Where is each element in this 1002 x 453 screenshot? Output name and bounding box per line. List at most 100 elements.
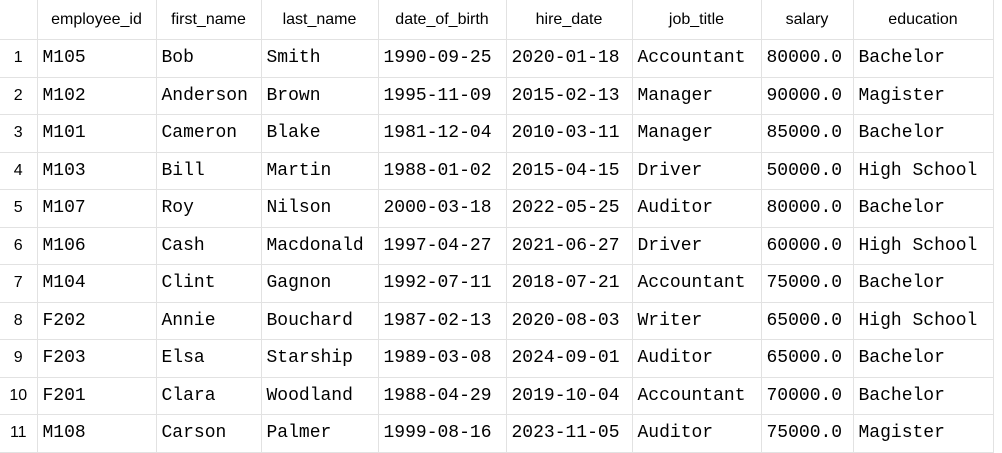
cell-education[interactable]: Bachelor (853, 339, 994, 378)
row-number[interactable]: 9 (0, 339, 38, 378)
cell-date-of-birth[interactable]: 1999-08-16 (378, 414, 507, 453)
cell-last-name[interactable]: Bouchard (261, 302, 379, 340)
table-row[interactable]: 4 M103 Bill Martin 1988-01-02 2015-04-15 Drive… (0, 152, 994, 190)
cell-education[interactable]: High School (853, 152, 994, 190)
table-row[interactable]: 3 M101 Cameron Blake 1981-12-04 2010-03-11 Man… (0, 114, 994, 153)
cell-employee-id[interactable]: M107 (37, 189, 157, 228)
cell-salary[interactable]: 65000.0 (761, 339, 854, 378)
cell-hire-date[interactable]: 2020-01-18 (506, 39, 633, 78)
cell-job-title[interactable]: Manager (632, 114, 762, 153)
column-header-salary[interactable]: salary (761, 0, 854, 40)
cell-job-title[interactable]: Accountant (632, 377, 762, 415)
cell-hire-date[interactable]: 2010-03-11 (506, 114, 633, 153)
row-number[interactable]: 1 (0, 39, 38, 78)
cell-employee-id[interactable]: M101 (37, 114, 157, 153)
table-row[interactable]: 7 M104 Clint Gagnon 1992-07-11 2018-07-21 Acco… (0, 264, 994, 303)
cell-job-title[interactable]: Accountant (632, 39, 762, 78)
cell-hire-date[interactable]: 2019-10-04 (506, 377, 633, 415)
cell-date-of-birth[interactable]: 2000-03-18 (378, 189, 507, 228)
cell-last-name[interactable]: Palmer (261, 414, 379, 453)
table-row[interactable]: 10 F201 Clara Woodland 1988-04-29 2019-10-04 A… (0, 377, 994, 415)
table-row[interactable]: 11 M108 Carson Palmer 1999-08-16 2023-11-05 Au… (0, 414, 994, 453)
cell-date-of-birth[interactable]: 1981-12-04 (378, 114, 507, 153)
cell-employee-id[interactable]: M103 (37, 152, 157, 190)
row-number[interactable]: 7 (0, 264, 38, 303)
cell-last-name[interactable]: Brown (261, 77, 379, 115)
cell-date-of-birth[interactable]: 1987-02-13 (378, 302, 507, 340)
cell-employee-id[interactable]: M105 (37, 39, 157, 78)
cell-last-name[interactable]: Nilson (261, 189, 379, 228)
cell-salary[interactable]: 90000.0 (761, 77, 854, 115)
cell-job-title[interactable]: Auditor (632, 189, 762, 228)
cell-hire-date[interactable]: 2020-08-03 (506, 302, 633, 340)
cell-date-of-birth[interactable]: 1992-07-11 (378, 264, 507, 303)
cell-last-name[interactable]: Macdonald (261, 227, 379, 265)
cell-salary[interactable]: 85000.0 (761, 114, 854, 153)
cell-hire-date[interactable]: 2024-09-01 (506, 339, 633, 378)
cell-salary[interactable]: 60000.0 (761, 227, 854, 265)
cell-first-name[interactable]: Cash (156, 227, 262, 265)
column-header-job-title[interactable]: job_title (632, 0, 762, 40)
cell-first-name[interactable]: Elsa (156, 339, 262, 378)
row-number[interactable]: 3 (0, 114, 38, 153)
cell-last-name[interactable]: Blake (261, 114, 379, 153)
cell-first-name[interactable]: Bill (156, 152, 262, 190)
cell-date-of-birth[interactable]: 1990-09-25 (378, 39, 507, 78)
cell-last-name[interactable]: Starship (261, 339, 379, 378)
cell-hire-date[interactable]: 2018-07-21 (506, 264, 633, 303)
cell-employee-id[interactable]: F201 (37, 377, 157, 415)
cell-date-of-birth[interactable]: 1995-11-09 (378, 77, 507, 115)
cell-last-name[interactable]: Gagnon (261, 264, 379, 303)
cell-employee-id[interactable]: M108 (37, 414, 157, 453)
cell-last-name[interactable]: Martin (261, 152, 379, 190)
row-number[interactable]: 11 (0, 414, 38, 453)
column-header-education[interactable]: education (853, 0, 994, 40)
column-header-hire-date[interactable]: hire_date (506, 0, 633, 40)
cell-education[interactable]: High School (853, 302, 994, 340)
row-number[interactable]: 6 (0, 227, 38, 265)
cell-education[interactable]: High School (853, 227, 994, 265)
cell-education[interactable]: Bachelor (853, 39, 994, 78)
table-row[interactable]: 5 M107 Roy Nilson 2000-03-18 2022-05-25 Audito… (0, 189, 994, 228)
cell-hire-date[interactable]: 2015-04-15 (506, 152, 633, 190)
cell-salary[interactable]: 80000.0 (761, 189, 854, 228)
column-header-date-of-birth[interactable]: date_of_birth (378, 0, 507, 40)
cell-job-title[interactable]: Auditor (632, 339, 762, 378)
cell-job-title[interactable]: Writer (632, 302, 762, 340)
cell-employee-id[interactable]: M106 (37, 227, 157, 265)
cell-date-of-birth[interactable]: 1988-01-02 (378, 152, 507, 190)
cell-employee-id[interactable]: F202 (37, 302, 157, 340)
cell-hire-date[interactable]: 2015-02-13 (506, 77, 633, 115)
table-row[interactable]: 8 F202 Annie Bouchard 1987-02-13 2020-08-03 Wr… (0, 302, 994, 340)
cell-salary[interactable]: 50000.0 (761, 152, 854, 190)
cell-first-name[interactable]: Bob (156, 39, 262, 78)
cell-first-name[interactable]: Cameron (156, 114, 262, 153)
cell-education[interactable]: Bachelor (853, 377, 994, 415)
cell-first-name[interactable]: Annie (156, 302, 262, 340)
cell-education[interactable]: Magister (853, 77, 994, 115)
cell-job-title[interactable]: Manager (632, 77, 762, 115)
cell-employee-id[interactable]: M104 (37, 264, 157, 303)
cell-salary[interactable]: 70000.0 (761, 377, 854, 415)
cell-first-name[interactable]: Clint (156, 264, 262, 303)
cell-job-title[interactable]: Auditor (632, 414, 762, 453)
cell-first-name[interactable]: Anderson (156, 77, 262, 115)
cell-hire-date[interactable]: 2022-05-25 (506, 189, 633, 228)
cell-salary[interactable]: 80000.0 (761, 39, 854, 78)
table-row[interactable]: 1 M105 Bob Smith 1990-09-25 2020-01-18 Account… (0, 39, 994, 78)
cell-education[interactable]: Bachelor (853, 114, 994, 153)
cell-job-title[interactable]: Driver (632, 227, 762, 265)
cell-first-name[interactable]: Roy (156, 189, 262, 228)
column-header-last-name[interactable]: last_name (261, 0, 379, 40)
table-row[interactable]: 9 F203 Elsa Starship 1989-03-08 2024-09-01 Aud… (0, 339, 994, 378)
cell-hire-date[interactable]: 2023-11-05 (506, 414, 633, 453)
cell-job-title[interactable]: Accountant (632, 264, 762, 303)
cell-education[interactable]: Bachelor (853, 189, 994, 228)
row-number[interactable]: 5 (0, 189, 38, 228)
row-number[interactable]: 10 (0, 377, 38, 415)
cell-date-of-birth[interactable]: 1997-04-27 (378, 227, 507, 265)
row-number[interactable]: 2 (0, 77, 38, 115)
column-header-employee-id[interactable]: employee_id (37, 0, 157, 40)
cell-salary[interactable]: 65000.0 (761, 302, 854, 340)
row-number[interactable]: 4 (0, 152, 38, 190)
